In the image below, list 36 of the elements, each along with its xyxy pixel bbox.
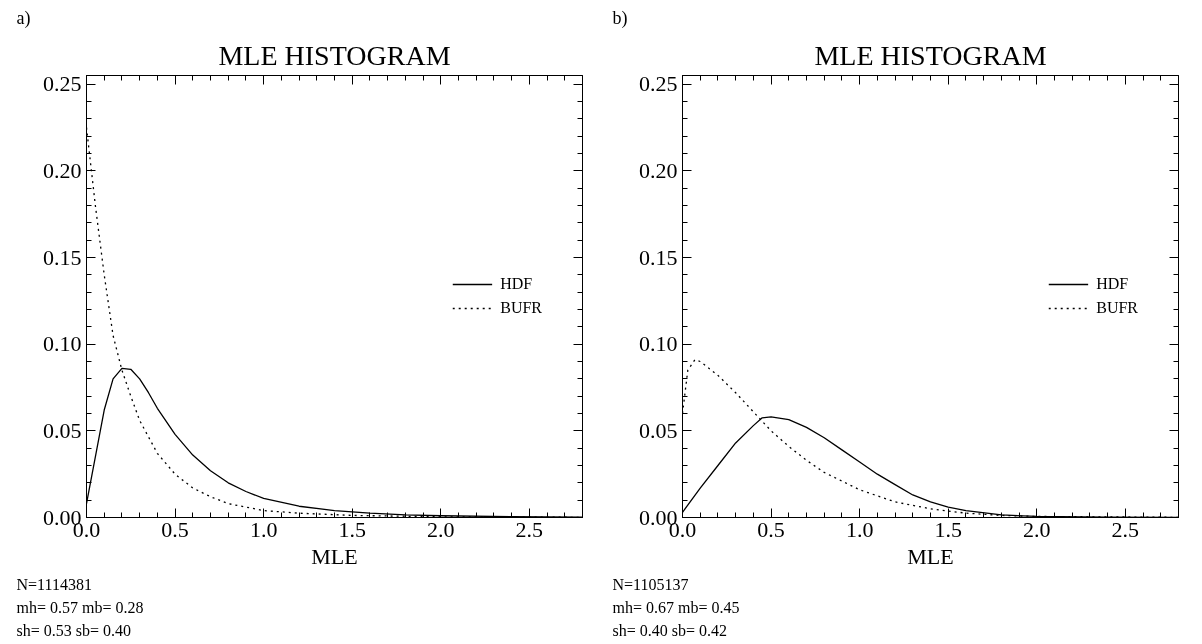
y-tick-label: 0.10 <box>639 331 678 357</box>
legend-label: HDF <box>1096 275 1129 293</box>
y-tick-label: 0.25 <box>43 71 82 97</box>
y-tick-label: 0.05 <box>43 417 82 443</box>
text: N=1105137 <box>612 575 689 593</box>
x-tick-label: 0.5 <box>161 516 189 542</box>
x-tick-label: 1.0 <box>845 516 874 542</box>
text: N=1114381 <box>16 575 92 593</box>
y-tick-label: 0.25 <box>639 71 678 97</box>
text: b) <box>612 7 628 29</box>
legend-label: HDF <box>500 275 533 293</box>
x-tick-label: 2.5 <box>515 516 544 542</box>
chart-title: MLE HISTOGRAM <box>218 39 451 71</box>
legend-label: BUFR <box>1096 299 1138 317</box>
y-tick-label: 0.10 <box>43 331 82 357</box>
text: sh= 0.40 sb= 0.42 <box>612 621 727 639</box>
x-tick-label: 0.5 <box>757 516 785 542</box>
x-tick-label: 1.5 <box>338 516 366 542</box>
text: sh= 0.53 sb= 0.40 <box>16 621 131 639</box>
x-axis-title: MLE <box>311 543 358 569</box>
x-tick-label: 2.0 <box>427 516 455 542</box>
text: a) <box>16 7 31 29</box>
chart-title: MLE HISTOGRAM <box>814 39 1047 71</box>
x-tick-label: 1.5 <box>934 516 962 542</box>
y-tick-label: 0.20 <box>639 157 678 183</box>
x-tick-label: 2.0 <box>1023 516 1051 542</box>
text: mh= 0.67 mb= 0.45 <box>612 598 740 616</box>
y-tick-label: 0.15 <box>639 244 678 270</box>
y-tick-label: 0.05 <box>639 417 678 443</box>
x-tick-label: 1.0 <box>249 516 278 542</box>
text: mh= 0.57 mb= 0.28 <box>16 598 144 616</box>
x-axis-title: MLE <box>907 543 954 569</box>
y-tick-label: 0.15 <box>43 244 82 270</box>
x-tick-label: 2.5 <box>1111 516 1140 542</box>
legend-label: BUFR <box>500 299 542 317</box>
y-tick-label: 0.20 <box>43 157 82 183</box>
